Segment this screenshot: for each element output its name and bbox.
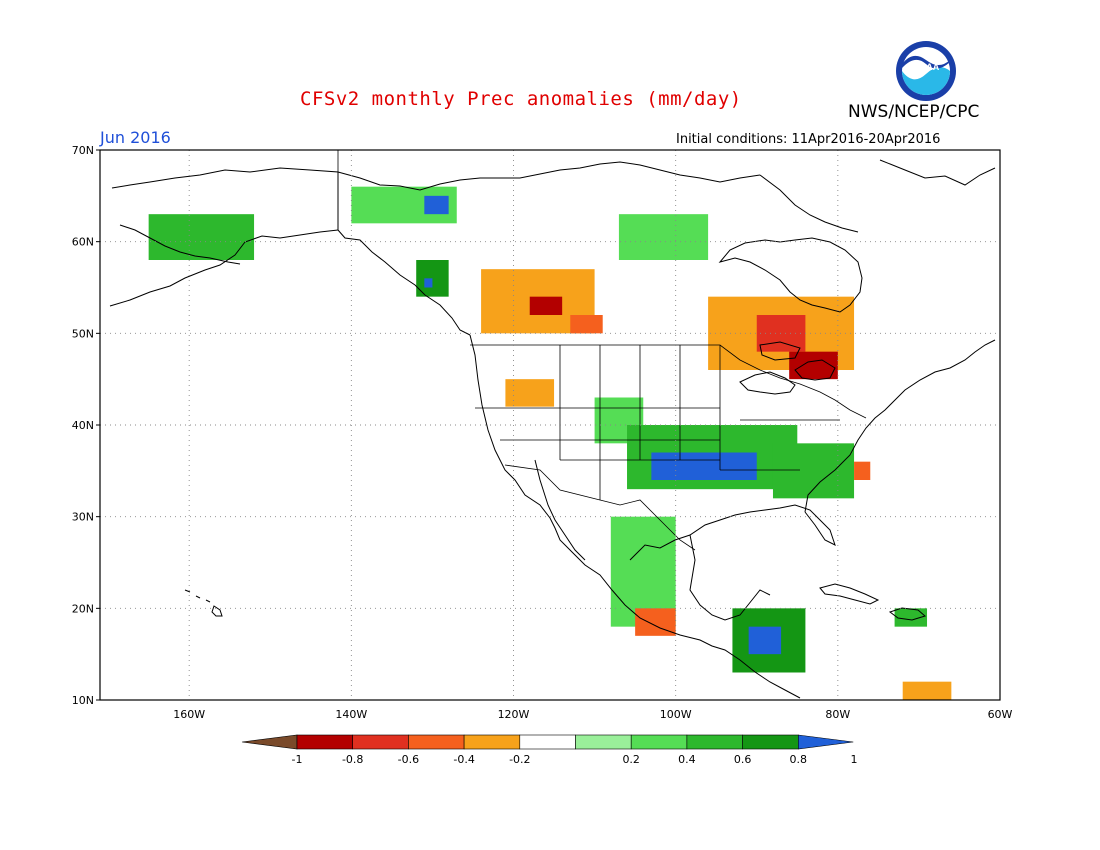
chart-title: CFSv2 monthly Prec anomalies (mm/day)	[300, 88, 742, 110]
agency-label: NWS/NCEP/CPC	[848, 102, 980, 122]
longitude-label: 140W	[335, 708, 367, 721]
latitude-label: 30N	[72, 511, 94, 524]
anomaly-region	[618, 214, 709, 260]
anomaly-region	[756, 315, 806, 352]
anomaly-region	[416, 260, 449, 297]
color-legend-ticks: -1 -0.8 -0.6 -0.4 -0.2 0.2 0.4 0.6 0.8 1	[292, 753, 858, 766]
colorbar-tick-label: 0.2	[622, 753, 640, 766]
anomaly-region	[505, 379, 555, 407]
longitude-labels: 160W 140W 120W 100W 80W 60W	[173, 708, 1012, 721]
colorbar-tick-label: 1	[851, 753, 858, 766]
target-month: Jun 2016	[100, 128, 171, 147]
colorbar-bin	[296, 734, 354, 750]
latitude-label: 60N	[72, 236, 94, 249]
anomaly-region	[789, 351, 838, 380]
longitude-label: 100W	[660, 708, 692, 721]
anomaly-region	[748, 626, 782, 655]
colorbar-low-arrow	[241, 734, 298, 750]
longitude-label: 160W	[173, 708, 205, 721]
lat-lon-gridlines	[100, 150, 1000, 700]
latitude-label: 70N	[72, 144, 94, 157]
colorbar-bin	[630, 734, 688, 750]
anomaly-region	[651, 452, 757, 480]
latitude-label: 10N	[72, 694, 94, 707]
colorbar-bin	[575, 734, 632, 750]
latitude-labels: 70N 60N 50N 40N 30N 20N 10N	[72, 144, 100, 707]
anomaly-region	[424, 195, 449, 215]
colorbar-tick-label: 0.6	[734, 753, 752, 766]
colorbar-bin	[408, 734, 465, 750]
political-borders	[337, 150, 867, 551]
colorbar-bin	[519, 734, 576, 750]
colorbar-tick-label: -0.8	[342, 753, 363, 766]
anomaly-region	[570, 315, 603, 334]
colorbar-tick-label: 0.8	[790, 753, 808, 766]
anomaly-cells	[148, 186, 952, 700]
anomaly-region	[902, 681, 952, 700]
longitude-label: 80W	[825, 708, 850, 721]
colorbar-tick-label: -1	[292, 753, 303, 766]
colorbar-bin	[742, 734, 799, 750]
latitude-label: 40N	[72, 419, 94, 432]
noaa-logo: NOAA	[896, 41, 956, 101]
latitude-label: 50N	[72, 327, 94, 340]
longitude-label: 60W	[988, 708, 1013, 721]
anomaly-region	[894, 608, 928, 627]
anomaly-region	[854, 461, 871, 480]
colorbar-tick-label: -0.2	[509, 753, 530, 766]
svg-text:NOAA: NOAA	[913, 62, 940, 72]
anomaly-region	[529, 296, 563, 315]
longitude-label: 120W	[498, 708, 530, 721]
anomaly-region	[424, 278, 433, 288]
colorbar-tick-label: 0.4	[678, 753, 696, 766]
colorbar-tick-label: -0.4	[453, 753, 474, 766]
colorbar-tick-label: -0.6	[398, 753, 419, 766]
color-legend	[241, 734, 854, 750]
colorbar-bin	[352, 734, 409, 750]
anomaly-region	[148, 214, 255, 260]
colorbar-bin	[463, 734, 521, 750]
colorbar-high-arrow	[797, 734, 854, 750]
anomaly-region	[772, 443, 855, 499]
latitude-label: 20N	[72, 602, 94, 615]
colorbar-bin	[686, 734, 743, 750]
initial-conditions: Initial conditions: 11Apr2016-20Apr2016	[676, 132, 941, 147]
